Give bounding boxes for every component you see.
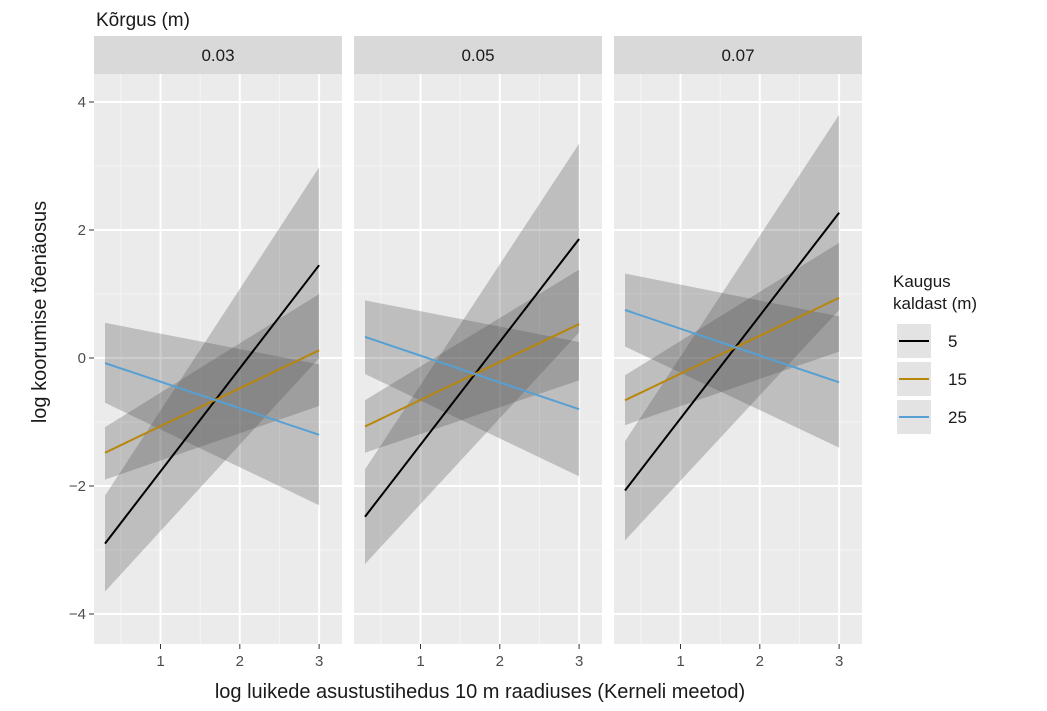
confidence-band-15	[105, 294, 320, 480]
panels: 0.03 0.05 0.07	[94, 36, 862, 644]
legend-label: 5	[948, 332, 957, 351]
x-tick-label: 3	[315, 653, 323, 670]
confidence-bands	[625, 114, 840, 541]
facet-strip-label: 0.03	[201, 46, 234, 65]
legend-label: 25	[948, 408, 967, 427]
fit-line-5	[624, 212, 840, 492]
x-tick-label: 1	[416, 653, 424, 670]
facet-strip-label: 0.05	[461, 46, 494, 65]
panel-3: 0.07	[614, 36, 862, 644]
fit-line-15	[364, 323, 580, 428]
confidence-band-25	[365, 300, 580, 477]
confidence-bands	[105, 167, 320, 592]
y-tick-label: −4	[69, 606, 86, 623]
fit-line-25	[624, 309, 840, 384]
legend-entries: 5 15 25	[897, 324, 967, 434]
y-tick-label: 2	[78, 222, 86, 239]
confidence-band-5	[105, 167, 320, 592]
panel-2: 0.05	[354, 36, 602, 644]
x-axis-label: log luikede asustustihedus 10 m raadiuse…	[215, 681, 745, 703]
gridlines	[354, 74, 602, 644]
panel-1: 0.03	[94, 36, 342, 644]
gridlines	[94, 74, 342, 644]
confidence-band-15	[365, 269, 580, 453]
confidence-bands	[365, 143, 580, 565]
legend-item-25: 25	[897, 400, 967, 434]
facet-strip	[354, 36, 602, 74]
legend-title-line-1: Kaugus	[893, 272, 951, 291]
confidence-band-25	[625, 273, 840, 448]
y-tick-label: 4	[78, 94, 86, 111]
x-tick-label: 1	[676, 653, 684, 670]
fit-lines	[364, 238, 580, 518]
x-axis: 1 2 3 1 2 3 1 2 3	[156, 644, 843, 670]
x-tick-label: 2	[756, 653, 764, 670]
x-tick-label: 3	[835, 653, 843, 670]
confidence-band-5	[625, 114, 840, 541]
fit-line-25	[104, 362, 320, 436]
x-tick-label: 1	[156, 653, 164, 670]
y-tick-label: 0	[78, 350, 86, 367]
fit-lines	[624, 212, 840, 492]
facet-strip-label: 0.07	[721, 46, 754, 65]
x-tick-label: 2	[236, 653, 244, 670]
confidence-band-15	[625, 242, 840, 426]
x-tick-label: 3	[575, 653, 583, 670]
y-axis-label: log koorumise tõenäosus	[29, 201, 51, 423]
confidence-band-25	[105, 322, 320, 506]
x-tick-label: 2	[496, 653, 504, 670]
facet-strip	[614, 36, 862, 74]
y-tick-label: −2	[69, 478, 86, 495]
y-axis: −4 −2 0 2 4	[69, 94, 94, 623]
fit-line-15	[104, 349, 320, 454]
fit-line-15	[624, 296, 840, 402]
legend-title-line-2: kaldast (m)	[893, 294, 977, 313]
fit-line-5	[104, 264, 320, 545]
legend-item-15: 15	[897, 362, 967, 396]
legend-label: 15	[948, 370, 967, 389]
facet-title: Kõrgus (m)	[96, 10, 190, 31]
confidence-band-5	[365, 143, 580, 565]
facet-strip	[94, 36, 342, 74]
fit-line-25	[364, 335, 580, 411]
gridlines	[614, 74, 862, 644]
legend-item-5: 5	[897, 324, 957, 358]
fit-lines	[104, 264, 320, 545]
legend: Kaugus kaldast (m) 5 15 25	[893, 272, 977, 434]
fit-line-5	[364, 238, 580, 518]
